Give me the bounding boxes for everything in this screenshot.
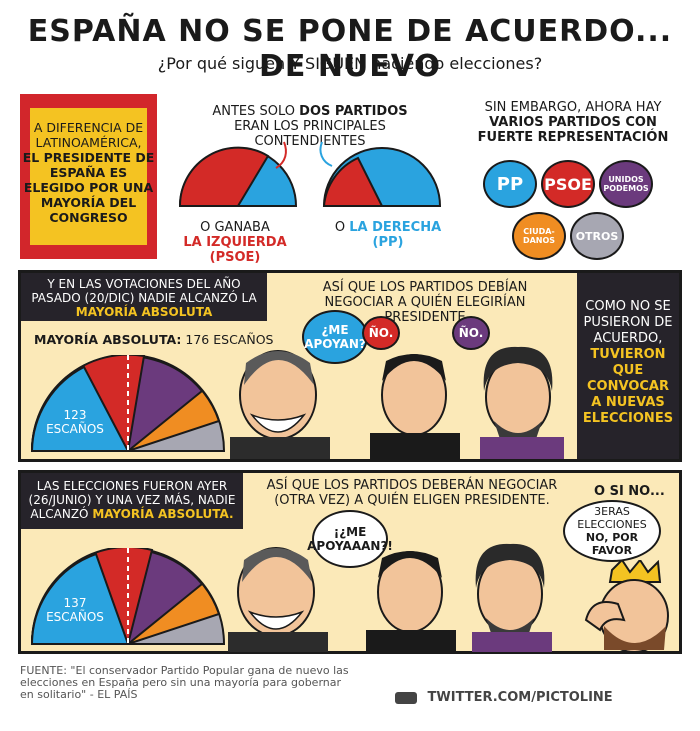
crown-icon [608,560,662,583]
panel2-negotiate: ASÍ QUE LOS PARTIDOS DEBERÁN NEGOCIAR (O… [266,478,558,508]
party-podemos: UNIDOS PODEMOS [599,160,653,208]
right-caption-b: LA DERECHA (PP) [349,220,442,250]
panel2-seats: 137 ESCAÑOS [46,596,104,624]
flag-text: A DIFERENCIA DE LATINOAMÉRICA, EL PRESID… [20,120,157,225]
character-sanchez [370,354,460,459]
king-bubble: 3ERAS ELECCIONES NO, POR FAVOR [563,500,661,562]
twitter-handle[interactable]: TWITTER.COM/PICTOLINE [427,690,613,705]
panel1-bubble-no-psoe: ÑO. [362,316,400,350]
king-bubble-b: NO, POR FAVOR [585,531,639,557]
arrow-right-icon [319,141,333,167]
panel1-info-b: MAYORÍA ABSOLUTA [75,305,213,319]
party-otros: OTROS [570,212,624,260]
panel2-characters [228,543,552,652]
character-rajoy [230,350,330,459]
before-text: ANTES SOLO DOS PARTIDOS ERAN LOS PRINCIP… [200,104,420,149]
panel2-o-si-no: O SI NO... [594,484,665,499]
king-bubble-a: 3ERAS ELECCIONES [577,505,647,531]
character-rajoy-2 [228,547,328,652]
party-pp: PP [483,160,537,208]
panel1-seats: 123 ESCAÑOS [46,408,104,436]
panel1-bubble-me: ¿ME APOYAN? [302,310,368,364]
before-text-b: DOS PARTIDOS [299,104,408,119]
panel2-hemicycle [30,548,226,645]
page-subtitle: ¿Por qué siguen Y SIGUEN haciendo elecci… [157,54,543,73]
character-iglesias [480,346,564,459]
hand-on-face [584,601,626,632]
spain-flag-box [20,94,157,259]
panel1-bubble-no-podemos: ÑO. [452,316,490,350]
party-ciudadanos: CIUDA-DANOS [512,212,566,260]
panel2-info-b: MAYORÍA ABSOLUTA. [92,507,234,521]
character-iglesias-2 [472,543,552,652]
bull-icon [395,691,417,704]
right-caption: O LA DERECHA (PP) [318,220,458,250]
panel1-majority-a: MAYORÍA ABSOLUTA: [34,332,182,347]
panel1-hemicycle [30,355,226,452]
character-sanchez-2 [366,551,456,652]
now-text-b: VARIOS PARTIDOS CON FUERTE REPRESENTACIÓ… [477,115,669,145]
party-psoe: PSOE [541,160,595,208]
panel2-info-a: LAS ELECCIONES FUERON AYER (26/JUNIO) Y … [28,479,236,521]
twitter-credit[interactable]: TWITTER.COM/PICTOLINE [395,690,613,705]
now-text: SIN EMBARGO, AHORA HAY VARIOS PARTIDOS C… [466,100,680,145]
panel2-info-box: LAS ELECCIONES FUERON AYER (26/JUNIO) Y … [21,473,243,529]
panel1-negotiate: ASÍ QUE LOS PARTIDOS DEBÍAN NEGOCIAR A Q… [322,280,528,325]
left-caption: O GANABA LA IZQUIERDA (PSOE) [165,220,305,265]
left-caption-a: O GANABA [200,220,270,235]
now-text-a: SIN EMBARGO, AHORA HAY [484,100,662,115]
before-text-c: ERAN LOS PRINCIPALES CONTENDIENTES [234,119,386,149]
panel1-info-a: Y EN LAS VOTACIONES DEL AÑO PASADO (20/D… [31,277,257,305]
panel2-bubble-me: ¡¿ME APOYAAAN?! [307,510,393,568]
flag-text-line1: A DIFERENCIA DE LATINOAMÉRICA, [33,120,144,150]
panel1-majority-b: 176 ESCAÑOS [185,332,274,347]
left-semicircle-psoe [178,146,270,207]
h2-pp [30,552,130,645]
panel1-side-a: COMO NO SE PUSIERON DE ACUERDO, [583,299,673,346]
left-caption-b: LA IZQUIERDA (PSOE) [183,235,287,265]
two-party-semicircles [178,141,442,207]
panel1-info-box: Y EN LAS VOTACIONES DEL AÑO PASADO (20/D… [21,273,267,321]
flag-text-line2: EL PRESIDENTE DE ESPAÑA ES ELEGIDO POR U… [22,150,155,225]
panel1-majority: MAYORÍA ABSOLUTA: 176 ESCAÑOS [34,332,273,347]
h1-pp [30,365,130,452]
page-title: ESPAÑA NO SE PONE DE ACUERDO... DE NUEVO [27,14,673,84]
arrow-left-icon [275,141,287,169]
panel1-characters [230,346,564,459]
source-citation: FUENTE: "El conservador Partido Popular … [20,664,349,701]
right-semicircle-psoe [322,156,384,207]
right-caption-a: O [334,220,346,235]
character-king [584,560,669,652]
before-text-a: ANTES SOLO [212,104,296,119]
panel1-side-box: COMO NO SE PUSIERON DE ACUERDO, TUVIERON… [577,273,679,459]
panel1-side-b: TUVIERON QUE CONVOCAR A NUEVAS ELECCIONE… [582,347,674,426]
